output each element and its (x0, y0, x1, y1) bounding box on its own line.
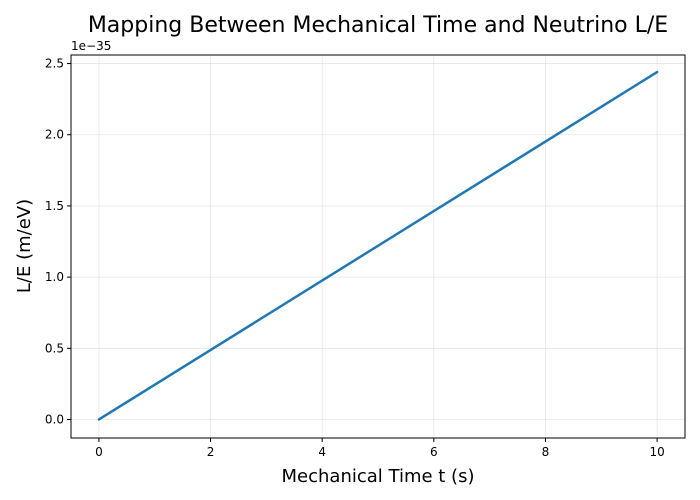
x-tick-label: 10 (649, 445, 664, 459)
y-axis-ticks: 0.0 0.5 1.0 1.5 2.0 2.5 (45, 57, 71, 426)
y-tick-label: 2.5 (45, 57, 64, 71)
x-axis-label: Mechanical Time t (s) (282, 466, 475, 487)
y-offset-text: 1e−35 (71, 39, 111, 53)
x-tick-label: 2 (207, 445, 215, 459)
x-tick-label: 0 (95, 445, 103, 459)
chart-title: Mapping Between Mechanical Time and Neut… (88, 13, 668, 38)
plot-frame (70, 54, 686, 439)
y-tick-label: 2.0 (45, 128, 64, 142)
series-layer (97, 70, 659, 421)
x-tick-label: 8 (542, 445, 550, 459)
y-tick-label: 1.0 (45, 270, 64, 284)
x-axis-ticks: 0 2 4 6 8 10 (95, 438, 665, 459)
x-tick-label: 6 (430, 445, 438, 459)
series-line (97, 70, 659, 421)
grid-lines (71, 55, 685, 438)
y-axis-label: L/E (m/eV) (14, 199, 35, 293)
y-tick-label: 0.0 (45, 412, 64, 426)
y-tick-label: 0.5 (45, 341, 64, 355)
y-tick-label: 1.5 (45, 199, 64, 213)
x-tick-label: 4 (318, 445, 326, 459)
